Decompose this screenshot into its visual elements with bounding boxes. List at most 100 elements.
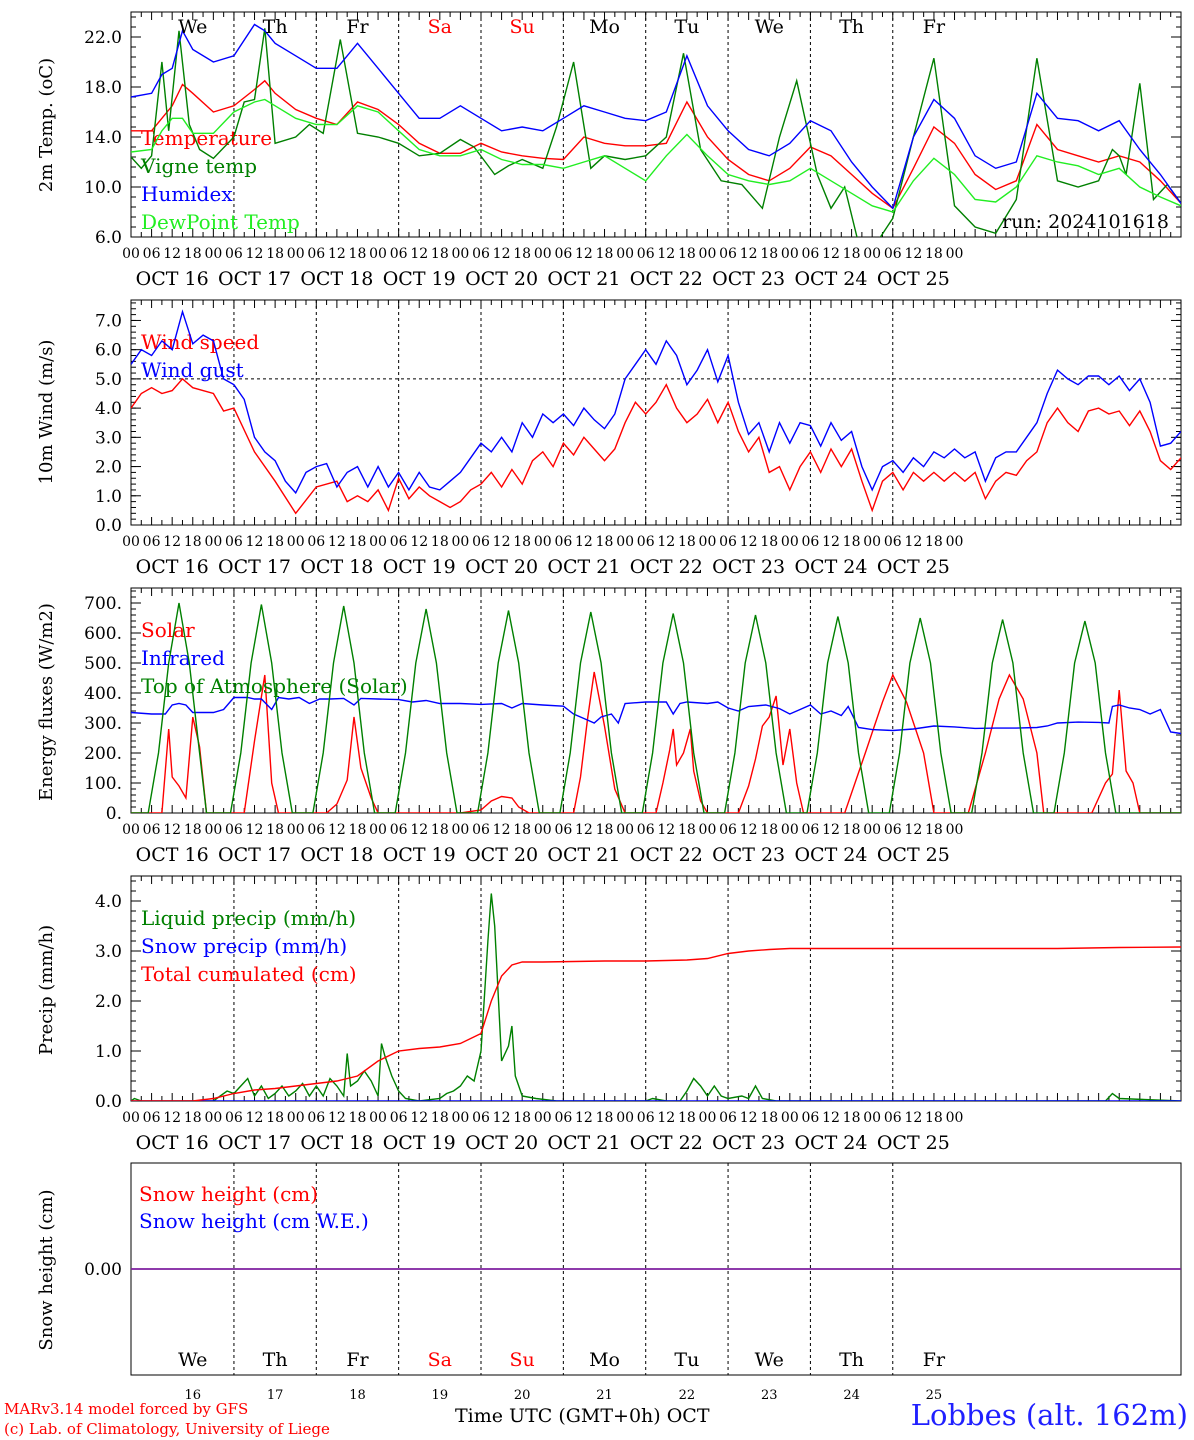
hour-tick-label: 00 (451, 822, 469, 838)
weekday-label: We (755, 16, 784, 38)
hour-tick-label: 06 (143, 822, 161, 838)
legend-entry: Temperature (141, 126, 272, 150)
date-label: OCT 18 (300, 844, 373, 866)
hour-tick-label: 06 (225, 246, 243, 262)
date-label: OCT 22 (630, 844, 703, 866)
hour-tick-label: 00 (369, 246, 387, 262)
hour-tick-label: 06 (637, 534, 655, 550)
hour-tick-label: 06 (801, 534, 819, 550)
hour-tick-label: 12 (657, 534, 675, 550)
hour-tick-label: 12 (740, 1110, 758, 1126)
hour-tick-label: 18 (596, 246, 614, 262)
y-tick-label: 500. (84, 654, 122, 674)
hour-tick-label: 06 (719, 822, 737, 838)
hour-tick-label: 06 (637, 1110, 655, 1126)
hour-tick-label: 12 (657, 1110, 675, 1126)
hour-tick-label: 00 (369, 1110, 387, 1126)
date-label: OCT 20 (465, 268, 538, 290)
date-label: OCT 20 (465, 1132, 538, 1154)
hour-tick-label: 18 (596, 822, 614, 838)
run-annotation: run: 2024101618 (1002, 211, 1169, 233)
hour-tick-label: 18 (843, 822, 861, 838)
panel-frame (130, 299, 1182, 526)
hour-tick-label: 18 (596, 534, 614, 550)
hour-tick-label: 12 (163, 822, 181, 838)
hour-tick-label: 00 (616, 822, 634, 838)
hour-tick-label: 00 (287, 246, 305, 262)
hour-tick-label: 12 (575, 822, 593, 838)
hour-tick-label: 18 (925, 1110, 943, 1126)
hour-tick-label: 00 (946, 822, 964, 838)
y-tick-label: 22.0 (84, 28, 122, 48)
hour-tick-label: 18 (843, 1110, 861, 1126)
hour-tick-label: 18 (431, 1110, 449, 1126)
hour-tick-label: 00 (451, 1110, 469, 1126)
hour-tick-label: 18 (266, 822, 284, 838)
hour-tick-label: 06 (225, 1110, 243, 1126)
hour-tick-label: 12 (904, 822, 922, 838)
legend-entry: Snow precip (mm/h) (141, 934, 347, 958)
hour-tick-label: 06 (390, 822, 408, 838)
weekday-label: Tu (674, 16, 699, 38)
hour-tick-label: 18 (184, 534, 202, 550)
weekday-label: Fr (923, 1349, 946, 1371)
weekday-label: Th (839, 1349, 864, 1371)
y-tick-label: 300. (84, 714, 122, 734)
hour-tick-label: 00 (534, 246, 552, 262)
day-number-label: 17 (267, 1388, 284, 1403)
weekday-label: Su (510, 1349, 535, 1371)
hour-tick-label: 06 (801, 1110, 819, 1126)
day-number-label: 21 (596, 1388, 613, 1403)
date-label: OCT 24 (794, 556, 867, 578)
lab-credit: (c) Lab. of Climatology, University of L… (4, 1420, 330, 1438)
date-label: OCT 22 (630, 268, 703, 290)
hour-tick-label: 12 (822, 822, 840, 838)
hour-tick-label: 00 (287, 1110, 305, 1126)
hour-tick-label: 12 (493, 534, 511, 550)
hour-tick-label: 12 (822, 534, 840, 550)
hour-tick-label: 06 (225, 534, 243, 550)
model-credit: MARv3.14 model forced by GFS (4, 1400, 249, 1418)
hour-tick-label: 06 (884, 1110, 902, 1126)
hour-tick-label: 18 (184, 822, 202, 838)
y-tick-label: 0. (106, 804, 122, 824)
hour-tick-label: 18 (760, 1110, 778, 1126)
hour-tick-label: 00 (699, 822, 717, 838)
y-tick-label: 0.00 (84, 1260, 122, 1280)
hour-tick-label: 12 (328, 1110, 346, 1126)
hour-tick-label: 06 (554, 534, 572, 550)
hour-tick-label: 18 (513, 246, 531, 262)
weekday-label: Fr (346, 16, 369, 38)
y-tick-label: 4.0 (95, 892, 122, 912)
hour-tick-label: 12 (410, 1110, 428, 1126)
panel-frame (130, 11, 1182, 238)
hour-tick-label: 00 (122, 534, 140, 550)
y-tick-label: 2.0 (95, 458, 122, 478)
hour-tick-label: 18 (760, 534, 778, 550)
hour-tick-label: 18 (431, 534, 449, 550)
y-tick-label: 700. (84, 594, 122, 614)
date-label: OCT 19 (383, 844, 456, 866)
hour-tick-label: 12 (575, 246, 593, 262)
y-tick-label: 4.0 (95, 399, 122, 419)
hour-tick-label: 12 (328, 822, 346, 838)
hour-tick-label: 18 (513, 822, 531, 838)
date-label: OCT 25 (877, 268, 950, 290)
hour-tick-label: 06 (225, 822, 243, 838)
hour-tick-label: 18 (266, 1110, 284, 1126)
hour-tick-label: 18 (513, 534, 531, 550)
hour-tick-label: 06 (143, 534, 161, 550)
series-line-wind-gust (131, 309, 1181, 495)
date-label: OCT 21 (547, 844, 620, 866)
hour-tick-label: 00 (863, 246, 881, 262)
hour-tick-label: 00 (204, 246, 222, 262)
hour-tick-label: 00 (616, 534, 634, 550)
hour-tick-label: 12 (904, 246, 922, 262)
hour-tick-label: 00 (122, 246, 140, 262)
weekday-label: Th (839, 16, 864, 38)
hour-tick-label: 00 (863, 1110, 881, 1126)
date-label: OCT 22 (630, 1132, 703, 1154)
hour-tick-label: 12 (493, 1110, 511, 1126)
date-label: OCT 21 (547, 556, 620, 578)
weekday-label: Mo (589, 16, 620, 38)
